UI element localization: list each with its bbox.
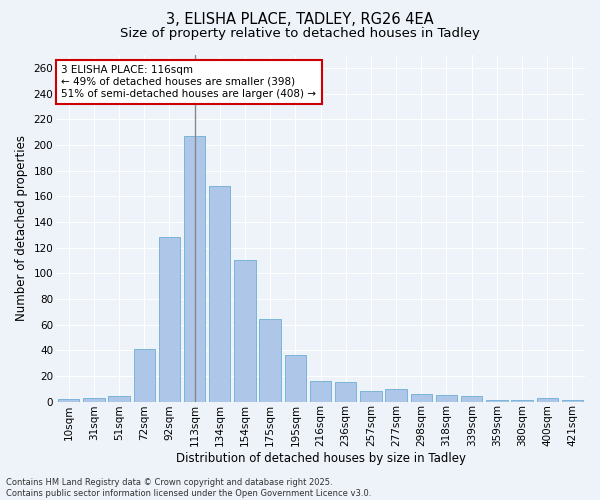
Bar [360, 392, 382, 402]
Bar [284, 356, 306, 402]
Bar [159, 238, 180, 402]
Bar [209, 186, 230, 402]
Bar [562, 400, 583, 402]
Bar [109, 396, 130, 402]
Bar [58, 399, 79, 402]
X-axis label: Distribution of detached houses by size in Tadley: Distribution of detached houses by size … [176, 452, 466, 465]
Bar [461, 396, 482, 402]
Text: Contains HM Land Registry data © Crown copyright and database right 2025.
Contai: Contains HM Land Registry data © Crown c… [6, 478, 371, 498]
Bar [134, 349, 155, 402]
Text: Size of property relative to detached houses in Tadley: Size of property relative to detached ho… [120, 28, 480, 40]
Bar [184, 136, 205, 402]
Bar [511, 400, 533, 402]
Text: 3, ELISHA PLACE, TADLEY, RG26 4EA: 3, ELISHA PLACE, TADLEY, RG26 4EA [166, 12, 434, 28]
Text: 3 ELISHA PLACE: 116sqm
← 49% of detached houses are smaller (398)
51% of semi-de: 3 ELISHA PLACE: 116sqm ← 49% of detached… [61, 66, 316, 98]
Bar [310, 381, 331, 402]
Bar [259, 320, 281, 402]
Bar [385, 388, 407, 402]
Bar [83, 398, 104, 402]
Bar [234, 260, 256, 402]
Bar [436, 395, 457, 402]
Bar [486, 400, 508, 402]
Bar [536, 398, 558, 402]
Bar [335, 382, 356, 402]
Bar [410, 394, 432, 402]
Y-axis label: Number of detached properties: Number of detached properties [15, 136, 28, 322]
